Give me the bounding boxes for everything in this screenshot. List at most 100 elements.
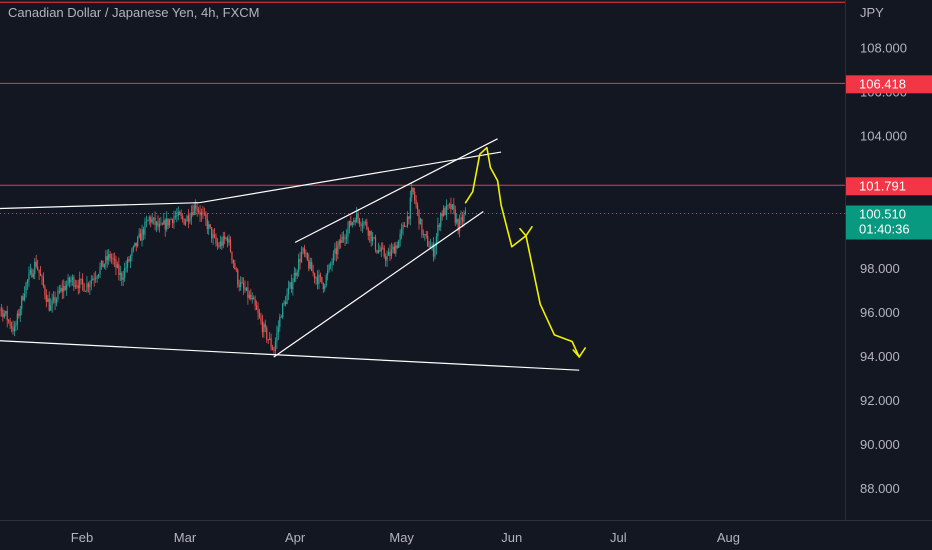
candle-body: [38, 269, 40, 273]
candle-body: [369, 230, 371, 236]
candle-body: [215, 236, 217, 244]
candle-body: [234, 263, 236, 270]
candle-body: [183, 218, 185, 225]
candle-body: [435, 236, 438, 248]
candle-body: [427, 236, 429, 247]
candle-body: [205, 213, 207, 220]
currency-label: JPY: [860, 5, 884, 20]
candle-body: [53, 297, 55, 301]
candle-body: [200, 212, 203, 216]
candle-body: [109, 254, 111, 258]
candle-body: [240, 282, 242, 287]
candle-body: [399, 233, 401, 241]
candle-body: [364, 221, 366, 223]
candle-body: [285, 301, 287, 305]
projection-sketch: [464, 146, 587, 359]
candle-body: [377, 250, 380, 253]
candle-body: [286, 294, 288, 305]
last-price-label-text: 100.510: [859, 207, 906, 222]
candle-body: [283, 301, 285, 304]
candle-body: [5, 311, 7, 314]
candle-body: [370, 230, 372, 242]
candle-body: [54, 297, 56, 304]
candle-body: [424, 234, 426, 235]
candle-body: [357, 213, 359, 219]
candle-body: [47, 298, 49, 302]
candle-body: [398, 240, 400, 248]
candle-body: [34, 261, 36, 274]
horizontal-lines: [0, 1, 845, 186]
candle-body: [260, 317, 262, 322]
candle-body: [238, 284, 240, 287]
candle-body: [374, 237, 377, 251]
candle-body: [395, 245, 397, 254]
candle-body: [112, 258, 114, 260]
candle-body: [379, 250, 381, 252]
candle-body: [32, 273, 34, 278]
candle-body: [460, 217, 462, 220]
candle-body: [314, 273, 316, 279]
candle-body: [242, 282, 245, 288]
y-tick-label: 94.000: [860, 349, 900, 364]
candle-body: [401, 228, 403, 234]
candle-body: [161, 223, 163, 225]
candle-body: [445, 205, 448, 215]
candle-body: [208, 224, 210, 229]
candle-body: [22, 296, 24, 300]
candle-body: [361, 225, 364, 227]
candle-body: [277, 326, 279, 333]
candle-body: [96, 276, 98, 279]
candle-body: [393, 246, 395, 254]
chart-title: Canadian Dollar / Japanese Yen, 4h, FXCM: [8, 5, 260, 20]
candle-body: [464, 211, 467, 215]
candle-body: [68, 277, 71, 283]
candle-body: [282, 303, 284, 318]
candle-body: [298, 258, 300, 272]
candle-body: [392, 246, 394, 250]
candle-body: [263, 324, 265, 333]
candle-body: [190, 212, 192, 219]
x-tick-label: Mar: [174, 530, 197, 545]
candle-body: [157, 221, 159, 227]
candle-body: [270, 338, 272, 348]
x-axis[interactable]: Feb Mar Apr May Jun Jul Aug: [71, 530, 740, 545]
candle-body: [71, 277, 74, 280]
candle-body: [386, 255, 388, 261]
candle-body: [9, 320, 11, 326]
candle-body: [360, 223, 362, 227]
candle-body: [212, 234, 214, 239]
candle-body: [151, 219, 153, 223]
hline-price-label-bg: [846, 177, 932, 196]
candle-body: [461, 217, 464, 222]
candle-body: [422, 234, 424, 236]
candle-body: [209, 224, 211, 228]
candle-body: [31, 269, 33, 278]
candle-body: [311, 261, 313, 272]
candle-body: [26, 280, 29, 283]
x-tick-label: Jul: [610, 530, 627, 545]
candle-body: [39, 272, 42, 276]
candle-body: [253, 297, 255, 300]
candle-body: [37, 266, 39, 270]
candle-body: [264, 324, 266, 328]
candle-body: [256, 305, 258, 310]
candle-body: [248, 294, 250, 298]
candle-body: [358, 218, 361, 224]
y-axis[interactable]: JPY 88.000 90.000 92.000 94.000 96.000 98.000…: [860, 5, 907, 496]
candle-body: [160, 223, 162, 225]
candle-body: [350, 220, 352, 226]
candle-body: [64, 286, 66, 290]
candle-body: [128, 259, 130, 262]
candle-body: [48, 298, 50, 311]
candle-body: [115, 259, 117, 268]
candle-body: [177, 211, 179, 216]
candle-body: [438, 224, 440, 227]
x-axis-border: [0, 520, 932, 521]
candle-body: [324, 285, 326, 289]
candle-body: [292, 282, 294, 290]
trendline: [0, 340, 580, 371]
candle-body: [0, 309, 3, 311]
candle-body: [329, 264, 332, 266]
candle-body: [142, 229, 145, 235]
